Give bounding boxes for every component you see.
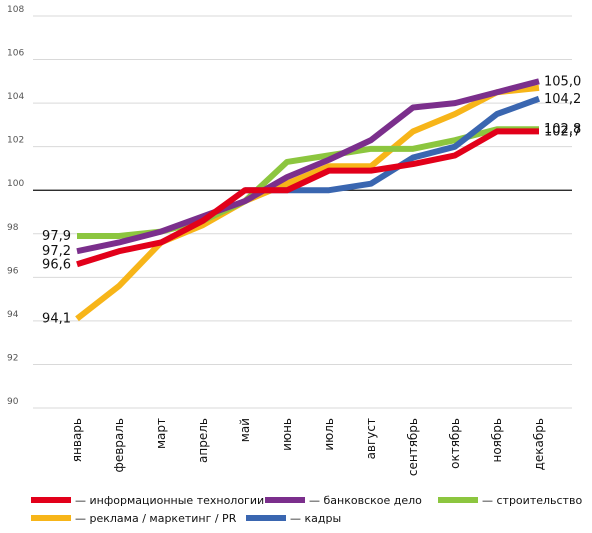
legend-label: — реклама / маркетинг / PR: [75, 512, 237, 525]
data-label: 105,0: [544, 74, 581, 89]
y-tick-label: 92: [7, 353, 18, 363]
x-tick-label: июль: [322, 418, 336, 451]
data-label: 96,6: [42, 257, 71, 272]
legend-swatch: [438, 497, 478, 503]
legend-swatch: [265, 497, 305, 503]
x-tick-label: апрель: [196, 418, 210, 463]
x-axis: январь февраль март апрель май июнь июль август…: [70, 418, 546, 476]
data-label: 102,7: [544, 124, 581, 139]
x-tick-label: ноябрь: [490, 418, 504, 463]
legend-label: — строительство: [482, 494, 582, 507]
data-label: 94,1: [42, 312, 71, 327]
y-tick-label: 90: [7, 397, 19, 407]
x-tick-label: январь: [70, 418, 84, 462]
x-tick-label: февраль: [112, 418, 126, 472]
y-tick-label: 104: [7, 92, 24, 102]
data-label: 97,9: [42, 229, 71, 244]
x-tick-label: декабрь: [532, 418, 546, 470]
series-line-0: [75, 84, 540, 322]
data-label: 102,8: [544, 122, 581, 137]
y-tick-label: 96: [7, 266, 19, 276]
y-tick-label: 98: [7, 223, 19, 233]
legend-swatch: [31, 497, 71, 503]
x-tick-label: октябрь: [448, 418, 462, 469]
legend-label: — кадры: [290, 512, 341, 525]
y-tick-label: 106: [7, 49, 24, 59]
legend-label: — банковское дело: [309, 494, 422, 507]
y-tick-label: 108: [7, 5, 24, 15]
grid-layer: 90 92 94 96 98 100 102 104 106 108: [7, 5, 572, 409]
series-line-3: [76, 78, 540, 255]
legend-swatch: [246, 515, 286, 521]
series-layer: [75, 78, 541, 322]
x-tick-label: май: [238, 418, 252, 442]
data-label: 104,2: [544, 92, 581, 107]
y-tick-label: 94: [7, 310, 19, 320]
legend-label: — информационные технологии: [75, 494, 264, 507]
x-tick-label: июнь: [280, 418, 294, 451]
legend-swatch: [31, 515, 71, 521]
legend: — информационные технологии — банковское …: [31, 494, 582, 525]
x-tick-label: март: [154, 418, 168, 449]
y-tick-label: 100: [7, 179, 24, 189]
data-label: 97,2: [42, 244, 71, 259]
x-tick-label: сентябрь: [406, 418, 420, 476]
y-tick-label: 102: [7, 136, 24, 146]
series-line-4: [76, 128, 539, 268]
x-tick-label: август: [364, 418, 378, 459]
